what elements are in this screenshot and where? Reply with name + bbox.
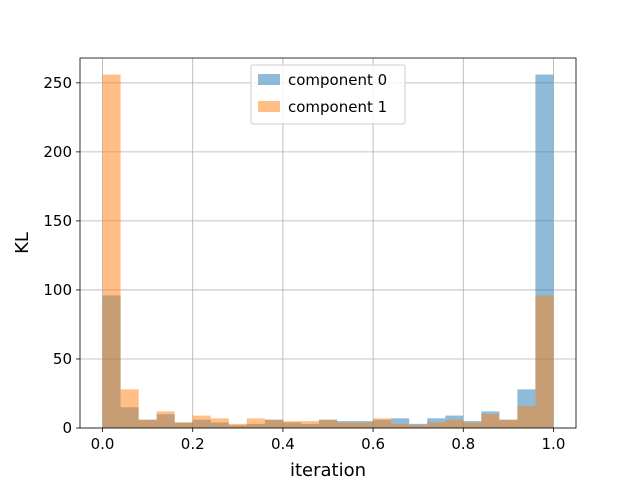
bar-component-1 [282,421,301,428]
x-axis-label: iteration [290,460,366,480]
plot-frame [79,57,577,429]
bar-component-1 [246,418,265,428]
bar-component-1 [409,425,428,428]
x-tick-label: 0.0 [91,435,115,453]
bar-component-1 [535,295,554,428]
bar-component-1 [192,415,211,428]
legend-swatch-component-0 [258,74,280,85]
bar-component-1 [499,419,518,428]
x-tick-label: 0.2 [181,435,205,453]
y-tick-label: 0 [62,419,72,437]
axis-ticks: 0.0 0.2 0.4 0.6 0.8 1.0 0 50 100 150 200 250 [43,74,565,453]
x-tick-label: 0.6 [361,435,385,453]
legend: component 0 component 1 [250,64,406,125]
y-tick-label: 200 [43,143,72,161]
bar-component-0 [391,418,410,428]
x-tick-label: 0.4 [271,435,295,453]
bar-component-1 [337,422,356,428]
bar-component-1 [318,419,338,428]
bar-component-1 [463,422,482,428]
bar-component-1 [373,418,392,428]
x-tick-label: 1.0 [542,435,566,453]
bar-component-1 [427,422,446,428]
legend-label-component-0: component 0 [288,71,387,89]
bar-component-1 [228,423,247,428]
bars [102,74,554,428]
legend-label-component-1: component 1 [288,98,387,116]
bar-component-1 [174,422,193,428]
y-tick-label: 50 [53,350,72,368]
x-tick-label: 0.8 [451,435,475,453]
bar-component-1 [102,74,121,428]
bar-component-1 [300,421,319,428]
y-tick-label: 250 [43,74,72,92]
bar-component-1 [517,405,536,428]
bar-component-1 [445,419,464,428]
legend-box [250,64,406,125]
bar-component-1 [264,419,283,428]
bar-component-1 [481,414,500,428]
bar-component-1 [156,411,175,428]
y-tick-label: 100 [43,281,72,299]
bar-component-1 [355,422,374,428]
y-axis-label: KL [12,232,33,254]
bar-component-1 [138,419,157,428]
bar-component-1 [120,389,139,428]
bar-component-1 [210,418,229,428]
legend-swatch-component-1 [258,101,280,112]
bar-component-1 [391,423,410,428]
y-tick-label: 150 [43,212,72,230]
